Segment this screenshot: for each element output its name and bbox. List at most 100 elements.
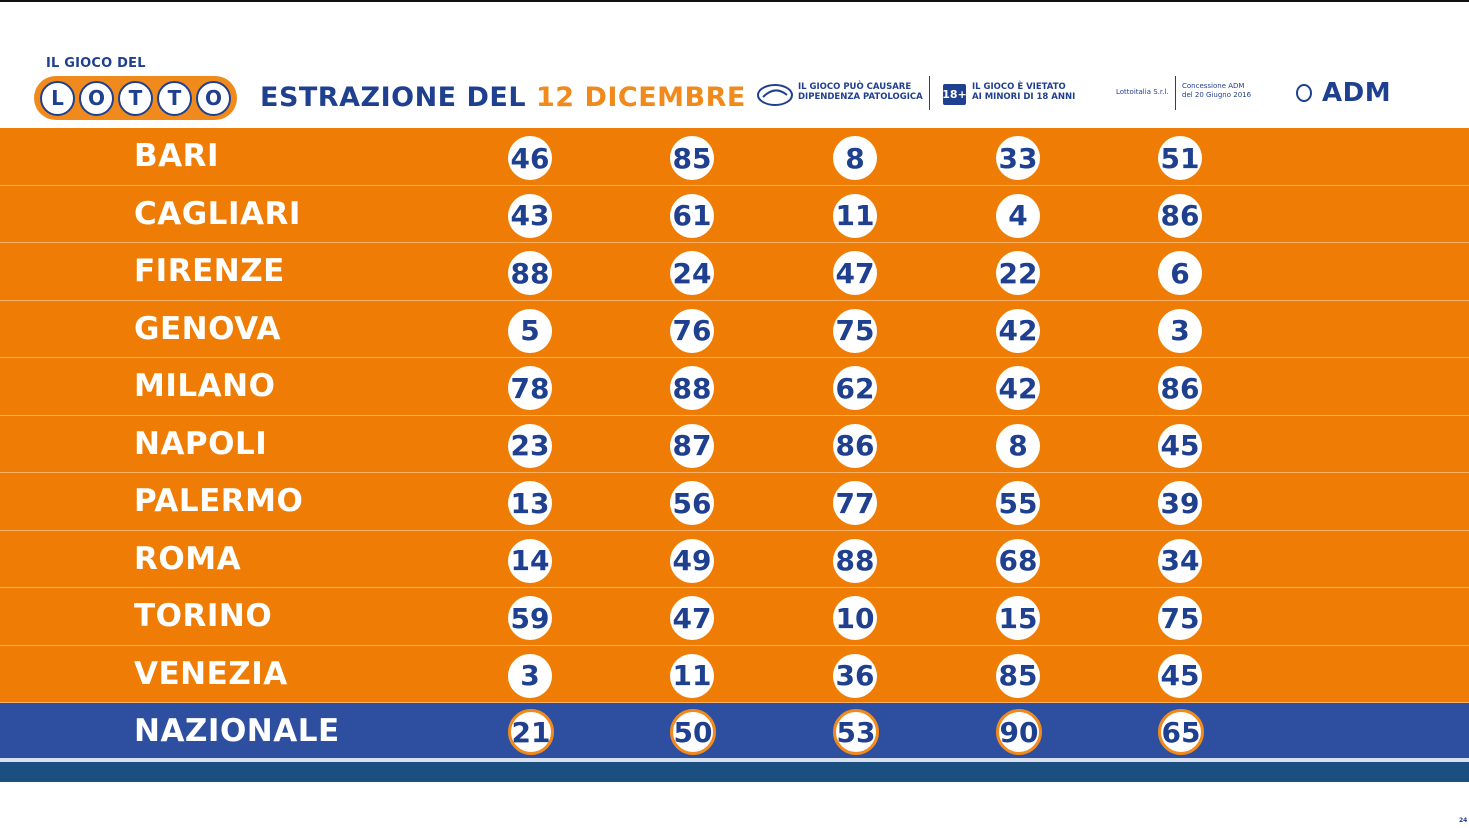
drawn-number: 77 — [833, 481, 877, 525]
drawn-number: 75 — [833, 308, 877, 353]
drawn-number: 13 — [508, 481, 552, 525]
drawn-number: 15 — [996, 596, 1040, 640]
drawn-number: 49 — [670, 538, 714, 583]
warning-minors: IL GIOCO È VIETATO AI MINORI DI 18 ANNI — [972, 82, 1075, 102]
drawn-number: 34 — [1158, 538, 1202, 583]
drawn-number: 86 — [1158, 193, 1202, 238]
title-prefix: ESTRAZIONE DEL — [260, 82, 527, 113]
drawn-number: 86 — [833, 423, 877, 468]
warning-minors-line1: IL GIOCO È VIETATO — [972, 82, 1066, 92]
drawn-number: 4 — [996, 193, 1040, 238]
drawn-number: 88 — [670, 366, 714, 410]
drawn-number: 21 — [508, 709, 554, 755]
concession-info: Concessione ADM del 20 Giugno 2016 — [1182, 82, 1251, 100]
city-name: ROMA — [134, 540, 242, 577]
drawn-number: 88 — [833, 538, 877, 583]
drawn-number: 90 — [996, 709, 1042, 755]
city-name: CAGLIARI — [134, 195, 301, 232]
drawn-number: 76 — [670, 308, 714, 353]
drawn-number: 56 — [670, 481, 714, 525]
results-row: NAPOLI 23 87 86 8 45 — [0, 415, 1469, 473]
concession-line2: del 20 Giugno 2016 — [1182, 91, 1252, 99]
warning-dependency-line2: DIPENDENZA PATOLOGICA — [798, 92, 923, 102]
drawn-number: 86 — [1158, 366, 1202, 410]
drawn-number: 11 — [670, 653, 714, 698]
results-row: VENEZIA 3 11 36 85 45 — [0, 645, 1469, 703]
title-date: 12 DICEMBRE — [535, 82, 746, 113]
results-row: GENOVA 5 76 75 42 3 — [0, 300, 1469, 358]
drawn-number: 87 — [670, 423, 714, 468]
page-title: ESTRAZIONE DEL 12 DICEMBRE — [260, 82, 746, 113]
drawn-number: 8 — [996, 423, 1040, 468]
results-row: ROMA 14 49 88 68 34 — [0, 530, 1469, 588]
drawn-number: 10 — [833, 596, 877, 640]
drawn-number: 39 — [1158, 481, 1202, 525]
results-row: TORINO 59 47 10 15 75 — [0, 588, 1469, 646]
drawn-number: 51 — [1158, 136, 1202, 180]
drawn-number: 42 — [996, 308, 1040, 353]
drawn-number: 47 — [833, 251, 877, 295]
logo-letter: O — [79, 80, 114, 116]
gioca-responsabile-icon — [757, 84, 793, 106]
bottom-bar — [0, 762, 1469, 782]
results-row: FIRENZE 88 24 47 22 6 — [0, 243, 1469, 301]
warning-dependency: IL GIOCO PUÒ CAUSARE DIPENDENZA PATOLOGI… — [798, 82, 923, 102]
drawn-number: 24 — [670, 251, 714, 295]
drawn-number: 65 — [1158, 709, 1204, 755]
drawn-number: 62 — [833, 366, 877, 410]
page-number: 24 — [1459, 817, 1468, 824]
logo-letter: O — [196, 80, 231, 116]
drawn-number: 33 — [996, 136, 1040, 180]
city-name: MILANO — [134, 368, 276, 404]
drawn-number: 3 — [1158, 308, 1202, 353]
city-name: NAPOLI — [134, 425, 268, 462]
drawn-number: 53 — [833, 709, 879, 755]
concession-line1: Concessione ADM — [1182, 82, 1245, 90]
drawn-number: 46 — [508, 136, 552, 180]
drawn-number: 68 — [996, 538, 1040, 583]
drawn-number: 3 — [508, 653, 552, 698]
drawn-number: 11 — [833, 193, 877, 238]
city-name: PALERMO — [134, 483, 304, 519]
results-row: NAZIONALE 21 50 53 90 65 — [0, 703, 1469, 761]
adm-emblem-icon — [1296, 84, 1312, 102]
drawn-number: 59 — [508, 596, 552, 640]
city-name: BARI — [134, 138, 220, 174]
city-name: FIRENZE — [134, 253, 285, 289]
results-row: CAGLIARI 43 61 11 4 86 — [0, 185, 1469, 243]
drawn-number: 6 — [1158, 251, 1202, 295]
drawn-number: 85 — [670, 136, 714, 180]
drawn-number: 75 — [1158, 596, 1202, 640]
city-name: NAZIONALE — [134, 713, 340, 749]
age-badge: 18+ — [942, 84, 967, 105]
divider — [1175, 76, 1176, 110]
drawn-number: 45 — [1158, 653, 1202, 698]
lotto-logo: IL GIOCO DEL L O T T O — [34, 56, 237, 120]
header: IL GIOCO DEL L O T T O ESTRAZIONE DEL 12… — [0, 2, 1469, 128]
adm-logo: ADM — [1322, 78, 1392, 108]
results-row: PALERMO 13 56 77 55 39 — [0, 473, 1469, 531]
drawn-number: 5 — [508, 308, 552, 353]
city-name: TORINO — [134, 598, 273, 634]
drawn-number: 22 — [996, 251, 1040, 295]
operator-name: Lottoitalia S.r.l. — [1116, 88, 1169, 96]
logo-balls: L O T T O — [34, 76, 237, 120]
city-name: VENEZIA — [134, 655, 288, 692]
logo-letter: L — [40, 80, 75, 116]
drawn-number: 47 — [670, 596, 714, 640]
drawn-number: 50 — [670, 709, 716, 755]
city-name: GENOVA — [134, 310, 281, 347]
bottom-divider — [0, 758, 1469, 762]
drawn-number: 78 — [508, 366, 552, 410]
drawn-number: 14 — [508, 538, 552, 583]
logo-letter: T — [157, 80, 192, 116]
warning-minors-line2: AI MINORI DI 18 ANNI — [972, 92, 1076, 102]
divider — [929, 76, 930, 110]
results-table: BARI 46 85 8 33 51 CAGLIARI 43 61 11 4 86 FIRENZE 88 2… — [0, 128, 1469, 761]
results-row: BARI 46 85 8 33 51 — [0, 128, 1469, 186]
drawn-number: 42 — [996, 366, 1040, 410]
drawn-number: 45 — [1158, 423, 1202, 468]
top-border — [0, 0, 1469, 2]
drawn-number: 85 — [996, 653, 1040, 698]
drawn-number: 8 — [833, 136, 877, 180]
